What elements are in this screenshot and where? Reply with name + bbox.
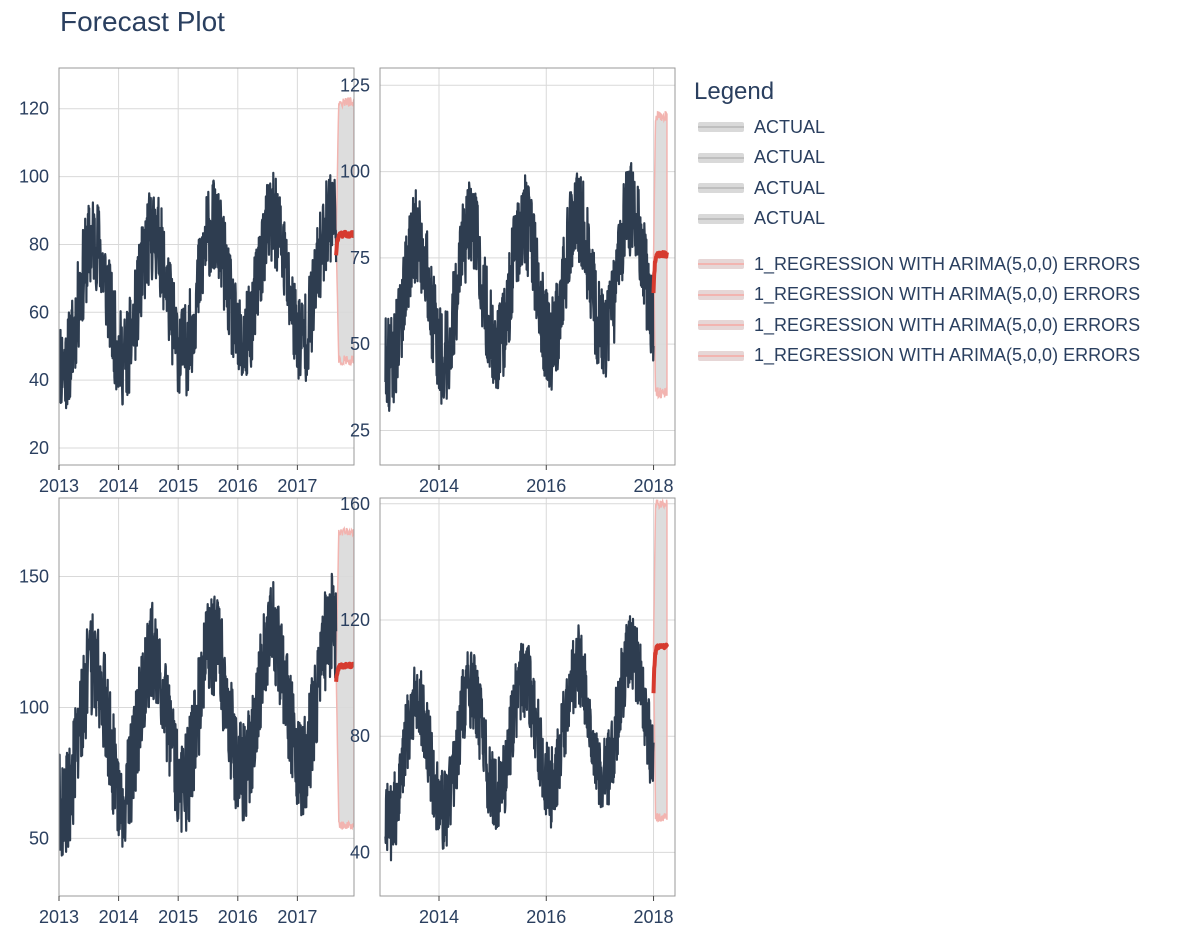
- legend-label: ACTUAL: [754, 208, 826, 229]
- subplot-1: 2013 2014 2015 2016 2017 20 40 60 80 100 120: [19, 67, 355, 496]
- y-tick-label: 20: [29, 438, 49, 458]
- series-forecast-line: [651, 250, 669, 294]
- series-forecast-line: [651, 642, 669, 694]
- y-tick-label: 50: [29, 828, 49, 848]
- x-tick-label: 2018: [634, 907, 674, 927]
- legend-label: ACTUAL: [754, 177, 826, 198]
- y-tick-label: 60: [29, 302, 49, 322]
- y-tick-label: 120: [19, 99, 49, 119]
- legend-swatch-actual: [698, 152, 744, 163]
- legend-item-actual-4[interactable]: ACTUAL: [694, 204, 1140, 235]
- x-tick-label: 2014: [419, 907, 459, 927]
- series-forecast-line: [334, 229, 354, 256]
- legend: Legend ACTUAL ACTUAL ACTUAL ACTUAL 1_REG…: [694, 78, 1140, 371]
- y-tick-label: 40: [29, 370, 49, 390]
- series-actual-line: [59, 572, 338, 857]
- legend-item-forecast-2[interactable]: 1_REGRESSION WITH ARIMA(5,0,0) ERRORS: [694, 280, 1140, 311]
- series-forecast-line: [334, 661, 354, 682]
- legend-item-actual-1[interactable]: ACTUAL: [694, 112, 1140, 143]
- y-tick-label: 125: [340, 75, 370, 95]
- x-tick-label: 2014: [99, 907, 139, 927]
- legend-item-forecast-1[interactable]: 1_REGRESSION WITH ARIMA(5,0,0) ERRORS: [694, 249, 1140, 280]
- subplot-frame: [379, 67, 676, 466]
- legend-label: 1_REGRESSION WITH ARIMA(5,0,0) ERRORS: [754, 253, 1141, 274]
- x-tick-label: 2016: [526, 476, 566, 496]
- series-actual-line: [384, 615, 655, 862]
- y-tick-label: 75: [350, 248, 370, 268]
- subplot-frame: [58, 497, 355, 897]
- x-tick-label: 2014: [419, 476, 459, 496]
- y-tick-label: 80: [29, 234, 49, 254]
- x-tick-label: 2013: [39, 907, 79, 927]
- legend-label: ACTUAL: [754, 147, 826, 168]
- y-tick-label: 150: [19, 567, 49, 587]
- subplot-frame: [379, 497, 676, 897]
- x-tick-label: 2017: [277, 907, 317, 927]
- subplot-frame: [58, 67, 355, 466]
- legend-swatch-forecast: [698, 320, 744, 331]
- x-tick-label: 2015: [158, 907, 198, 927]
- x-tick-label: 2017: [277, 476, 317, 496]
- legend-title: Legend: [694, 78, 775, 105]
- forecast-interval-band: [652, 498, 668, 823]
- legend-swatch-actual: [698, 122, 744, 133]
- legend-item-actual-2[interactable]: ACTUAL: [694, 143, 1140, 174]
- legend-swatch-actual: [698, 213, 744, 224]
- legend-item-forecast-4[interactable]: 1_REGRESSION WITH ARIMA(5,0,0) ERRORS: [694, 341, 1140, 372]
- forecast-interval-band: [335, 526, 354, 831]
- y-tick-label: 100: [19, 697, 49, 717]
- legend-swatch-forecast: [698, 350, 744, 361]
- legend-item-actual-3[interactable]: ACTUAL: [694, 173, 1140, 204]
- legend-label: ACTUAL: [754, 116, 826, 137]
- x-tick-label: 2013: [39, 476, 79, 496]
- legend-swatch-actual: [698, 183, 744, 194]
- subplot-4: 2014 2016 2018 40 80 120 160: [340, 494, 676, 927]
- page-title: Forecast Plot: [60, 6, 225, 37]
- y-tick-label: 100: [19, 167, 49, 187]
- y-tick-label: 25: [350, 420, 370, 440]
- series-actual-line: [59, 171, 338, 410]
- subplot-3: 2013 2014 2015 2016 2017 50 100 150: [19, 497, 355, 927]
- y-tick-label: 40: [350, 842, 370, 862]
- legend-swatch-forecast: [698, 259, 744, 270]
- x-tick-label: 2018: [634, 476, 674, 496]
- x-tick-label: 2014: [99, 476, 139, 496]
- legend-swatch-forecast: [698, 289, 744, 300]
- legend-label: 1_REGRESSION WITH ARIMA(5,0,0) ERRORS: [754, 284, 1141, 305]
- x-tick-label: 2015: [158, 476, 198, 496]
- y-tick-label: 160: [340, 494, 370, 514]
- y-tick-label: 50: [350, 334, 370, 354]
- x-tick-label: 2016: [218, 907, 258, 927]
- y-tick-label: 100: [340, 162, 370, 182]
- legend-label: 1_REGRESSION WITH ARIMA(5,0,0) ERRORS: [754, 314, 1141, 335]
- y-tick-label: 80: [350, 726, 370, 746]
- legend-label: 1_REGRESSION WITH ARIMA(5,0,0) ERRORS: [754, 345, 1141, 366]
- series-actual-line: [384, 162, 655, 412]
- x-tick-label: 2016: [218, 476, 258, 496]
- legend-item-forecast-3[interactable]: 1_REGRESSION WITH ARIMA(5,0,0) ERRORS: [694, 310, 1140, 341]
- y-tick-label: 120: [340, 610, 370, 630]
- subplot-2: 2014 2016 2018 25 50 75 100 125: [340, 67, 676, 496]
- x-tick-label: 2016: [526, 907, 566, 927]
